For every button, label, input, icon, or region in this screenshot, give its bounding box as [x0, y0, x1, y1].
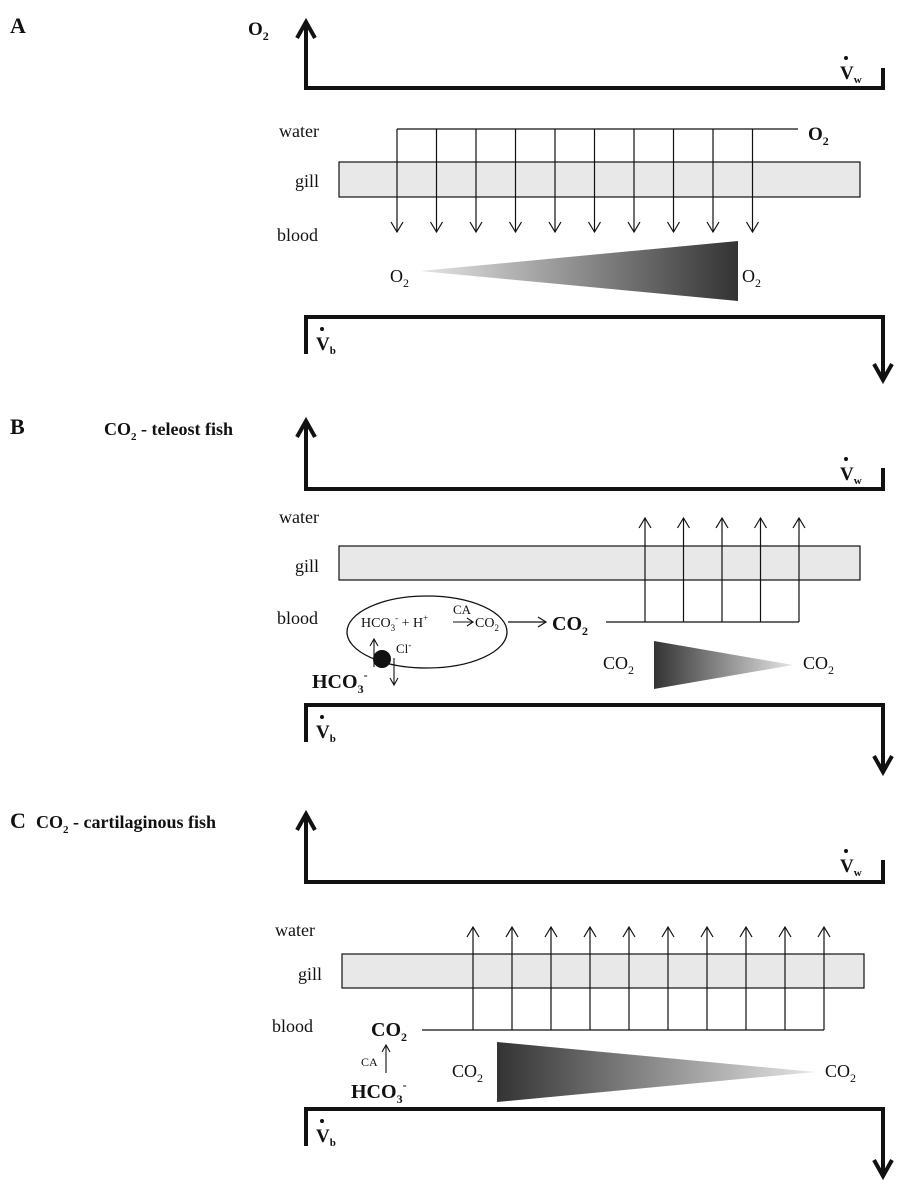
panel-b-title: CO2 - teleost fish — [104, 419, 233, 443]
gradient-right-label: O2 — [742, 266, 761, 290]
blood-flow-label: Vb — [316, 722, 336, 745]
flow-dot — [320, 327, 324, 331]
down-arrow — [469, 129, 483, 234]
flow-dot — [320, 715, 324, 719]
cell-reaction: HCO3- + H+ — [361, 613, 428, 633]
gradient-right-label: CO2 — [825, 1061, 856, 1085]
gradient-left-label: O2 — [390, 266, 409, 290]
up-arrow — [661, 925, 675, 1030]
panel-c-letter: C — [10, 808, 26, 833]
blood-label: blood — [272, 1016, 313, 1036]
cell-co2: CO2 — [475, 616, 499, 633]
down-arrow — [587, 129, 602, 234]
up-arrow — [715, 516, 729, 622]
panel-a: A O2 Vw water gill blood O2 O2 O2 Vb — [10, 13, 894, 385]
up-arrow — [700, 925, 714, 1030]
co2-gradient-wedge — [497, 1042, 815, 1102]
gill-membrane — [338, 545, 861, 581]
o2-diffusion-arrows — [390, 129, 760, 234]
water-flow-label: Vw — [840, 63, 862, 86]
ca-enzyme-label: CA — [453, 602, 472, 617]
up-arrow — [583, 925, 597, 1030]
up-arrow — [676, 516, 691, 622]
down-arrow — [745, 129, 760, 234]
hco3-out-label: HCO3- — [312, 668, 368, 696]
up-arrow — [544, 925, 558, 1030]
blood-label: blood — [277, 225, 318, 245]
blood-flow-bracket — [304, 703, 894, 777]
panel-a-letter: A — [10, 13, 26, 38]
water-flow-label: Vw — [840, 856, 862, 879]
gill-label: gill — [295, 171, 319, 191]
panel-c-title: CO2 - cartilaginous fish — [36, 812, 216, 836]
water-flow-bracket — [295, 809, 885, 884]
panel-a-title: O2 — [248, 19, 269, 43]
gradient-right-label: CO2 — [803, 653, 834, 677]
flow-dot — [320, 1119, 324, 1123]
down-arrow — [390, 129, 404, 234]
water-label: water — [275, 920, 315, 940]
gill-membrane — [341, 953, 865, 989]
up-arrow — [505, 925, 519, 1030]
up-arrow — [739, 925, 753, 1030]
o2-gradient-wedge — [420, 241, 738, 301]
water-flow-bracket — [295, 17, 885, 90]
co2-diffusion-arrows — [466, 925, 831, 1030]
panel-c: C CO2 - cartilaginous fish Vw water gill… — [10, 808, 894, 1181]
hco3-bold-label: HCO3- — [351, 1078, 407, 1106]
chloride-label: Cl- — [396, 640, 411, 656]
up-arrow — [466, 925, 480, 1030]
flow-dot — [844, 849, 848, 853]
water-o2-label: O2 — [808, 124, 829, 148]
blood-flow-bracket — [304, 1107, 894, 1181]
hco3-to-co2-arrow — [381, 1043, 391, 1073]
up-arrow — [622, 925, 636, 1030]
reaction-arrow — [453, 617, 474, 627]
up-arrow — [778, 925, 792, 1030]
gill-label: gill — [298, 964, 322, 984]
co2-gradient-wedge — [654, 641, 793, 689]
down-arrow — [666, 129, 681, 234]
flow-dot — [844, 457, 848, 461]
co2-export-arrow — [508, 616, 548, 628]
panel-b-letter: B — [10, 414, 25, 439]
down-arrow — [508, 129, 523, 234]
water-flow-bracket — [295, 416, 885, 491]
water-flow-label: Vw — [840, 464, 862, 487]
gradient-left-label: CO2 — [452, 1061, 483, 1085]
water-label: water — [279, 121, 319, 141]
down-arrow — [548, 129, 562, 234]
co2-bold-label: CO2 — [552, 613, 588, 638]
down-arrow — [627, 129, 641, 234]
blood-flow-bracket — [304, 315, 894, 385]
co2-diffusion-arrows — [638, 516, 806, 622]
blood-flow-label: Vb — [316, 334, 336, 357]
up-arrow — [817, 925, 831, 1030]
gill-membrane — [338, 161, 861, 198]
gill-label: gill — [295, 556, 319, 576]
down-arrow — [706, 129, 720, 234]
up-arrow — [753, 516, 768, 622]
blood-flow-label: Vb — [316, 1126, 336, 1149]
down-arrow — [429, 129, 444, 234]
panel-b: B CO2 - teleost fish Vw water gill blood… — [10, 414, 894, 777]
ca-enzyme-label: CA — [361, 1055, 378, 1069]
up-arrow — [638, 516, 652, 622]
co2-bold-label: CO2 — [371, 1019, 407, 1044]
up-arrow — [792, 516, 806, 622]
flow-dot — [844, 56, 848, 60]
anion-exchanger — [369, 637, 399, 687]
blood-label: blood — [277, 608, 318, 628]
red-blood-cell — [346, 595, 508, 669]
water-label: water — [279, 507, 319, 527]
gradient-left-label: CO2 — [603, 653, 634, 677]
